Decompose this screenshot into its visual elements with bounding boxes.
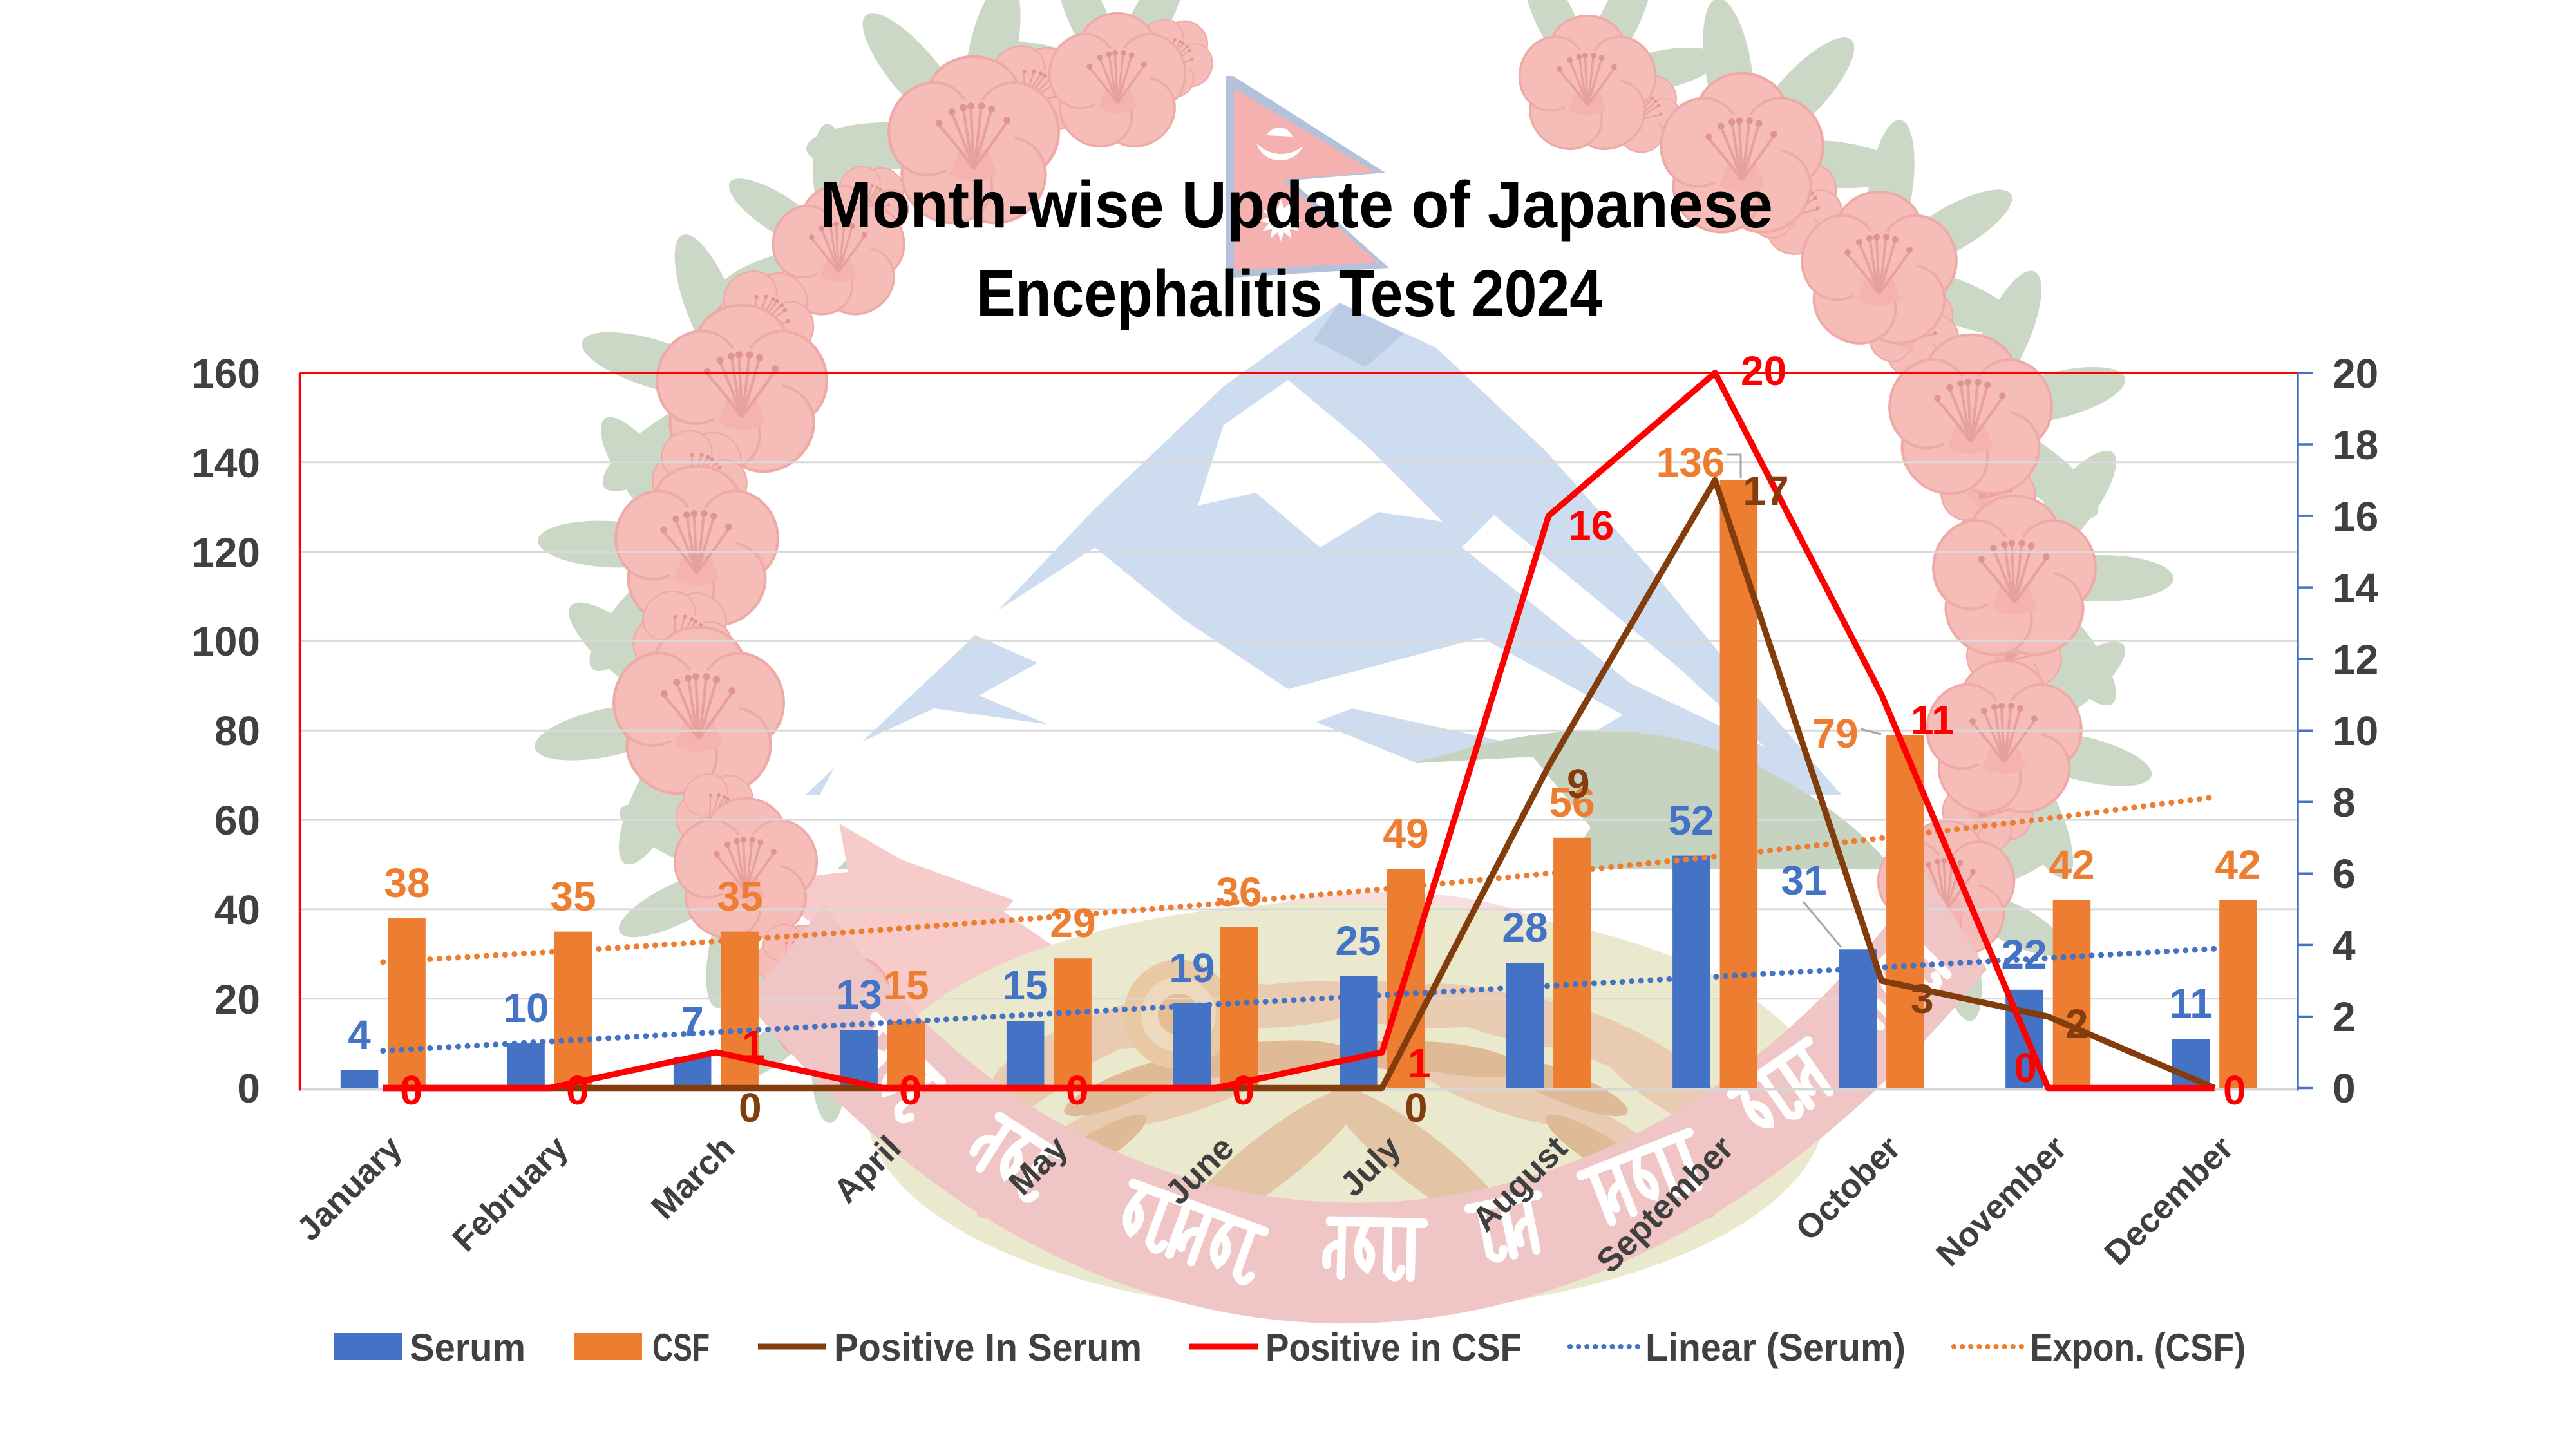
svg-text:2: 2 xyxy=(2333,994,2356,1040)
svg-text:Encephalitis Test 2024: Encephalitis Test 2024 xyxy=(976,256,1602,330)
svg-text:120: 120 xyxy=(191,529,260,576)
svg-text:31: 31 xyxy=(1781,857,1826,904)
svg-text:140: 140 xyxy=(191,440,260,486)
svg-text:Month-wise Update of Japanese: Month-wise Update of Japanese xyxy=(820,167,1773,242)
svg-text:160: 160 xyxy=(191,350,260,397)
svg-text:17: 17 xyxy=(1743,468,1788,514)
svg-text:Positive in CSF: Positive in CSF xyxy=(1265,1326,1522,1369)
svg-text:36: 36 xyxy=(1216,869,1262,915)
svg-text:Expon. (CSF): Expon. (CSF) xyxy=(2030,1326,2246,1369)
svg-text:0: 0 xyxy=(2223,1067,2246,1113)
svg-text:CSF: CSF xyxy=(652,1326,710,1369)
svg-text:1: 1 xyxy=(1408,1040,1431,1086)
svg-text:14: 14 xyxy=(2333,565,2379,611)
svg-text:7: 7 xyxy=(681,998,704,1045)
svg-text:0: 0 xyxy=(2014,1045,2037,1091)
svg-text:0: 0 xyxy=(739,1084,762,1131)
svg-text:6: 6 xyxy=(2333,851,2356,897)
svg-text:3: 3 xyxy=(1911,976,1934,1022)
svg-text:42: 42 xyxy=(2049,842,2094,888)
svg-text:0: 0 xyxy=(566,1067,589,1113)
svg-text:0: 0 xyxy=(2333,1065,2356,1112)
svg-text:16: 16 xyxy=(1568,502,1614,549)
svg-text:0: 0 xyxy=(1405,1084,1428,1131)
svg-text:10: 10 xyxy=(2333,708,2378,754)
svg-text:18: 18 xyxy=(2333,422,2378,468)
svg-text:22: 22 xyxy=(2001,931,2047,978)
svg-text:10: 10 xyxy=(503,985,549,1031)
svg-text:9: 9 xyxy=(1567,761,1590,807)
svg-text:29: 29 xyxy=(1050,900,1095,946)
svg-text:42: 42 xyxy=(2215,842,2260,888)
svg-text:136: 136 xyxy=(1656,439,1725,486)
svg-text:35: 35 xyxy=(550,873,596,920)
svg-text:1: 1 xyxy=(742,1022,765,1068)
svg-text:38: 38 xyxy=(384,860,430,906)
svg-text:80: 80 xyxy=(214,708,260,754)
svg-text:0: 0 xyxy=(400,1067,423,1113)
svg-text:Linear (Serum): Linear (Serum) xyxy=(1645,1326,1906,1369)
svg-text:79: 79 xyxy=(1812,710,1858,757)
svg-text:13: 13 xyxy=(836,971,882,1018)
svg-text:40: 40 xyxy=(214,887,260,933)
svg-text:20: 20 xyxy=(214,976,260,1023)
svg-text:49: 49 xyxy=(1383,810,1428,857)
svg-text:60: 60 xyxy=(214,797,260,844)
svg-text:11: 11 xyxy=(2169,980,2213,1027)
svg-text:0: 0 xyxy=(899,1067,922,1113)
svg-text:19: 19 xyxy=(1169,945,1215,991)
svg-text:2: 2 xyxy=(2065,1001,2088,1047)
svg-text:4: 4 xyxy=(348,1012,371,1058)
svg-text:28: 28 xyxy=(1502,904,1548,951)
svg-text:20: 20 xyxy=(1741,348,1786,394)
svg-text:8: 8 xyxy=(2333,779,2356,826)
svg-text:Serum: Serum xyxy=(410,1326,526,1369)
svg-text:15: 15 xyxy=(883,962,929,1009)
svg-text:16: 16 xyxy=(2333,493,2378,540)
svg-text:35: 35 xyxy=(717,873,762,920)
svg-text:100: 100 xyxy=(191,618,260,665)
svg-text:20: 20 xyxy=(2333,350,2378,397)
svg-text:12: 12 xyxy=(2333,636,2378,683)
svg-text:56: 56 xyxy=(1549,779,1595,826)
svg-text:52: 52 xyxy=(1668,797,1714,844)
svg-text:Positive In Serum: Positive In Serum xyxy=(834,1326,1142,1369)
svg-text:11: 11 xyxy=(1911,697,1955,743)
svg-text:25: 25 xyxy=(1335,918,1381,964)
svg-text:4: 4 xyxy=(2333,922,2356,969)
svg-text:0: 0 xyxy=(1232,1067,1255,1113)
svg-text:15: 15 xyxy=(1002,962,1048,1009)
svg-text:0: 0 xyxy=(237,1065,260,1112)
svg-text:0: 0 xyxy=(1066,1067,1089,1113)
